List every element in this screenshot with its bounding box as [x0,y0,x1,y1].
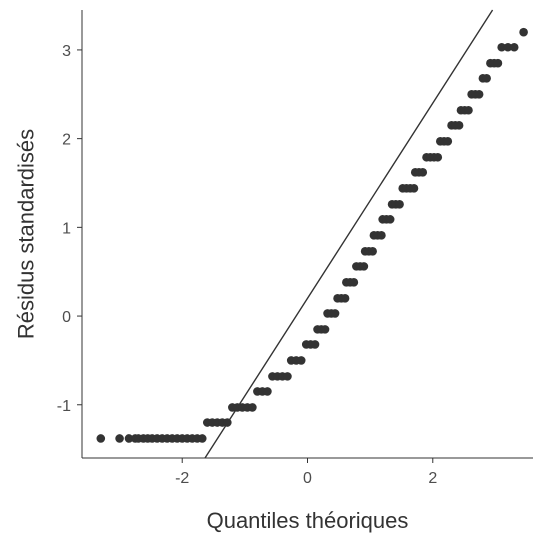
data-points [96,27,528,443]
data-point [454,121,464,130]
data-point [503,42,513,52]
data-point [509,42,519,52]
data-point [409,184,419,193]
data-point [223,418,232,427]
data-point [310,340,320,349]
data-point [296,356,306,365]
data-point [443,136,453,146]
data-point [115,434,124,443]
data-point [395,199,404,209]
data-point [368,246,377,256]
data-point [464,105,473,115]
x-tick-label: 2 [428,470,437,487]
y-tick-label: 0 [62,309,71,326]
y-tick-label: -1 [57,398,71,415]
data-point [482,74,491,83]
data-point [349,278,359,287]
data-point [497,42,506,52]
data-point [96,434,106,443]
y-axis-title: Résidus standardisés [14,129,39,339]
y-tick-label: 1 [62,220,71,237]
x-tick-label: -2 [175,470,189,487]
data-point [320,325,330,334]
data-point [519,27,528,37]
data-point [385,215,395,224]
reference-line [204,9,494,459]
data-point [248,403,257,412]
x-axis-title: Quantiles théoriques [207,508,409,533]
y-tick-label: 2 [62,132,71,149]
data-point [377,231,386,240]
data-point [474,89,484,99]
data-point [433,152,443,162]
x-tick-label: 0 [303,470,312,487]
data-point [197,434,207,443]
data-point [418,168,428,177]
data-point [359,262,369,271]
y-tick-label: 3 [62,43,71,60]
data-point [493,58,503,68]
data-point [340,294,350,303]
data-point [283,372,292,381]
data-point [124,434,134,443]
data-point [330,309,340,318]
data-point [263,387,272,396]
